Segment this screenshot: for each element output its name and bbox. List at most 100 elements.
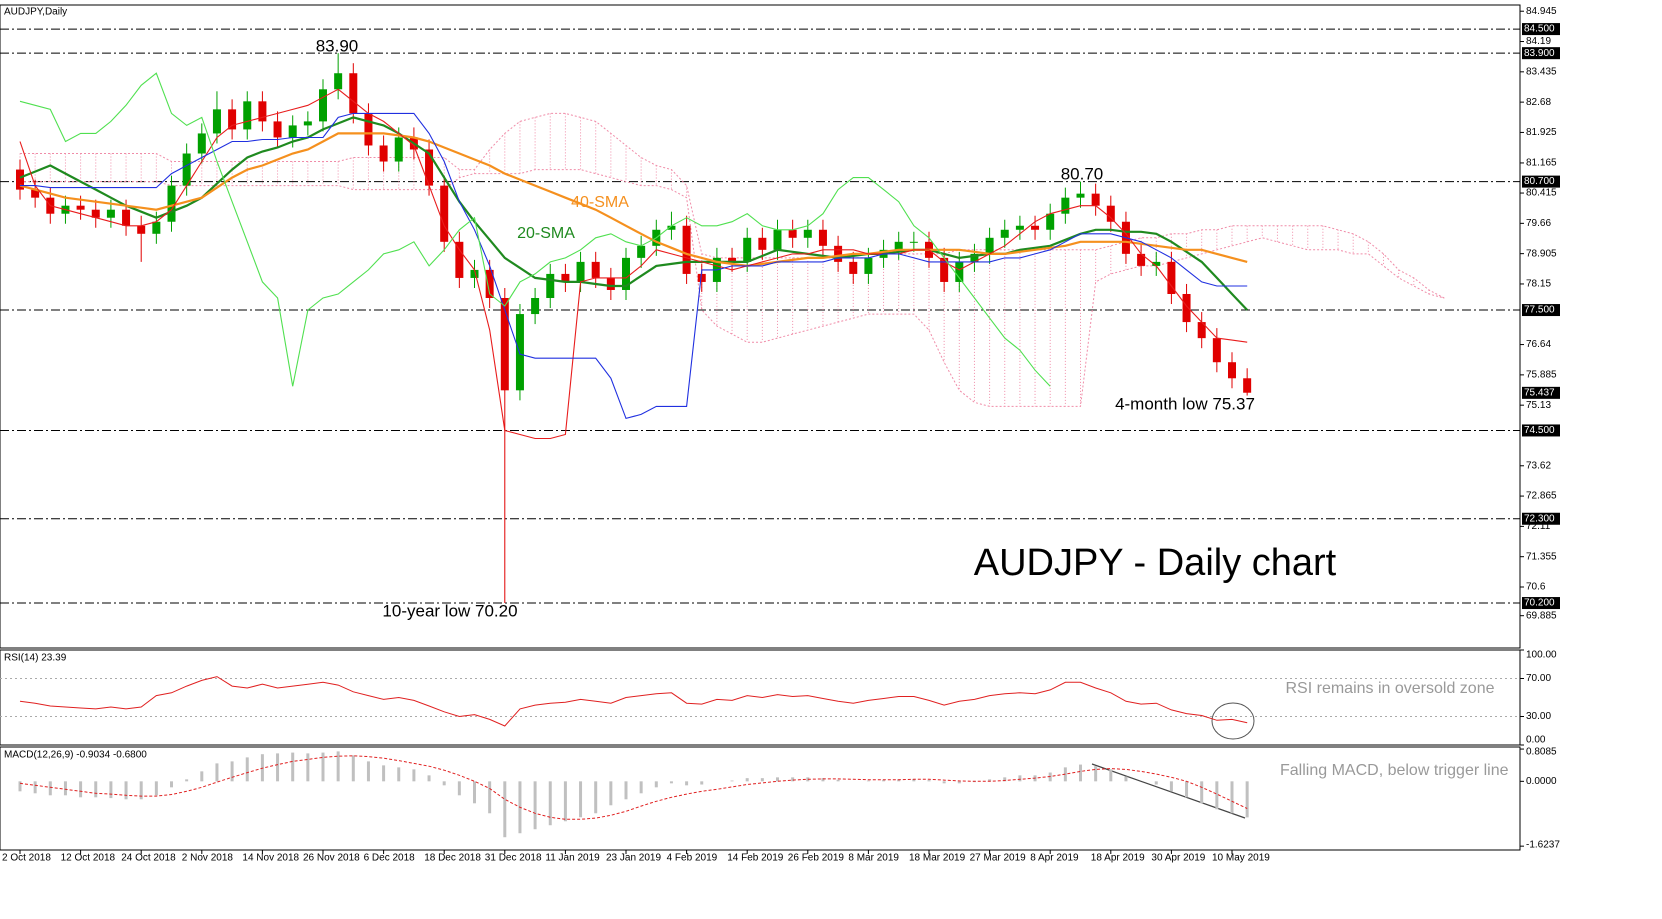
candle-body xyxy=(637,245,646,258)
candle-body xyxy=(1182,293,1191,323)
candle-body xyxy=(682,225,691,274)
y-tick-label: 69.885 xyxy=(1526,610,1557,621)
y-tick-label: 30.00 xyxy=(1526,711,1551,722)
candle-body xyxy=(758,237,767,250)
y-tick-label: 0.8085 xyxy=(1526,747,1557,758)
level-label-bg xyxy=(1522,175,1560,188)
y-tick-label: 73.62 xyxy=(1526,460,1551,471)
candle-body xyxy=(970,253,979,262)
y-tick-label: 70.00 xyxy=(1526,673,1551,684)
y-tick-label: 75.13 xyxy=(1526,400,1551,411)
x-tick-label: 2 Nov 2018 xyxy=(182,853,234,864)
level-label: 83.900 xyxy=(1524,48,1555,59)
candle-body xyxy=(455,241,464,278)
candle-body xyxy=(561,273,570,282)
x-tick-label: 2 Oct 2018 xyxy=(2,853,51,864)
candle-body xyxy=(1015,225,1024,230)
y-tick-label: 84.945 xyxy=(1526,6,1557,17)
candle-body xyxy=(137,225,146,234)
overlay-line xyxy=(20,112,1248,420)
candle-body xyxy=(288,125,297,138)
candle-body xyxy=(394,137,403,162)
macd-title: MACD(12,26,9) -0.9034 -0.6800 xyxy=(4,750,147,761)
x-tick-label: 6 Dec 2018 xyxy=(364,853,416,864)
watermark: AUDJPY - Daily chart xyxy=(974,542,1337,584)
candle-body xyxy=(182,153,191,186)
rsi-frame xyxy=(0,649,1521,746)
overlay-line xyxy=(19,88,1248,440)
candle-body xyxy=(985,237,994,254)
candle-body xyxy=(1228,362,1236,379)
x-tick-label: 14 Nov 2018 xyxy=(242,853,299,864)
macd-note: Falling MACD, below trigger line xyxy=(1280,762,1509,779)
candle-body xyxy=(728,257,737,262)
candle-body xyxy=(106,209,115,218)
candle-body xyxy=(167,185,176,222)
candle-body xyxy=(909,241,918,243)
rsi-title: RSI(14) 23.39 xyxy=(4,653,67,664)
x-tick-label: 24 Oct 2018 xyxy=(121,853,176,864)
candle-body xyxy=(864,257,873,274)
x-tick-label: 10 May 2019 xyxy=(1212,853,1270,864)
level-label: 80.700 xyxy=(1524,176,1555,187)
rsi-note: RSI remains in oversold zone xyxy=(1286,680,1495,697)
y-tick-label: 79.66 xyxy=(1526,218,1551,229)
candle-body xyxy=(1152,261,1161,266)
y-tick-label: 81.165 xyxy=(1526,158,1557,169)
candle-body xyxy=(303,121,312,126)
y-tick-label: 80.415 xyxy=(1526,188,1557,199)
y-tick-label: 78.905 xyxy=(1526,248,1557,259)
candle-body xyxy=(258,101,267,122)
candle-body xyxy=(773,229,782,250)
y-tick-label: 100.00 xyxy=(1526,650,1557,661)
x-tick-label: 8 Apr 2019 xyxy=(1030,853,1079,864)
x-tick-label: 18 Mar 2019 xyxy=(909,853,966,864)
y-tick-label: 72.865 xyxy=(1526,491,1557,502)
chart-title: AUDJPY,Daily xyxy=(4,7,67,18)
y-tick-label: 76.64 xyxy=(1526,339,1551,350)
candle-body xyxy=(334,73,343,90)
candle-body xyxy=(834,245,843,262)
candle-body xyxy=(1167,261,1176,294)
candle-body xyxy=(319,89,327,122)
x-tick-label: 27 Mar 2019 xyxy=(970,853,1027,864)
y-tick-label: 81.925 xyxy=(1526,127,1557,138)
x-tick-label: 23 Jan 2019 xyxy=(606,853,661,864)
candle-body xyxy=(576,261,585,282)
candle-body xyxy=(228,109,237,130)
y-tick-label: 72.11 xyxy=(1526,521,1551,532)
candle-body xyxy=(894,241,903,250)
candle-body xyxy=(16,169,24,190)
candle-body xyxy=(955,261,964,282)
candle-body xyxy=(31,189,40,198)
candle-body xyxy=(76,205,85,210)
candle-body xyxy=(243,101,252,130)
candle-body xyxy=(1137,253,1146,266)
candle-body xyxy=(546,273,555,299)
candle-body xyxy=(697,273,706,282)
x-tick-label: 11 Jan 2019 xyxy=(545,853,600,864)
overlay-label: 20-SMA xyxy=(517,225,575,242)
y-tick-label: 0.0000 xyxy=(1526,776,1557,787)
candle-body xyxy=(818,229,827,246)
rsi-line xyxy=(19,676,1248,727)
level-label-bg xyxy=(1522,23,1560,36)
level-label-bg xyxy=(1522,47,1560,60)
candle-body xyxy=(849,261,858,274)
macd-signal xyxy=(19,755,1248,820)
overlay-line xyxy=(19,72,1051,387)
x-tick-label: 8 Mar 2019 xyxy=(848,853,899,864)
candle-body xyxy=(1243,378,1252,393)
candle-body xyxy=(1106,205,1115,222)
y-tick-label: 70.6 xyxy=(1526,582,1546,593)
cloud-span-b xyxy=(20,169,1445,407)
main-frame xyxy=(0,4,1521,649)
annotation: 80.70 xyxy=(1061,164,1104,183)
candle-body xyxy=(425,149,434,186)
candle-body xyxy=(743,237,752,262)
y-tick-label: 82.68 xyxy=(1526,97,1551,108)
x-tick-label: 18 Apr 2019 xyxy=(1091,853,1145,864)
rsi-circle xyxy=(1211,702,1255,740)
